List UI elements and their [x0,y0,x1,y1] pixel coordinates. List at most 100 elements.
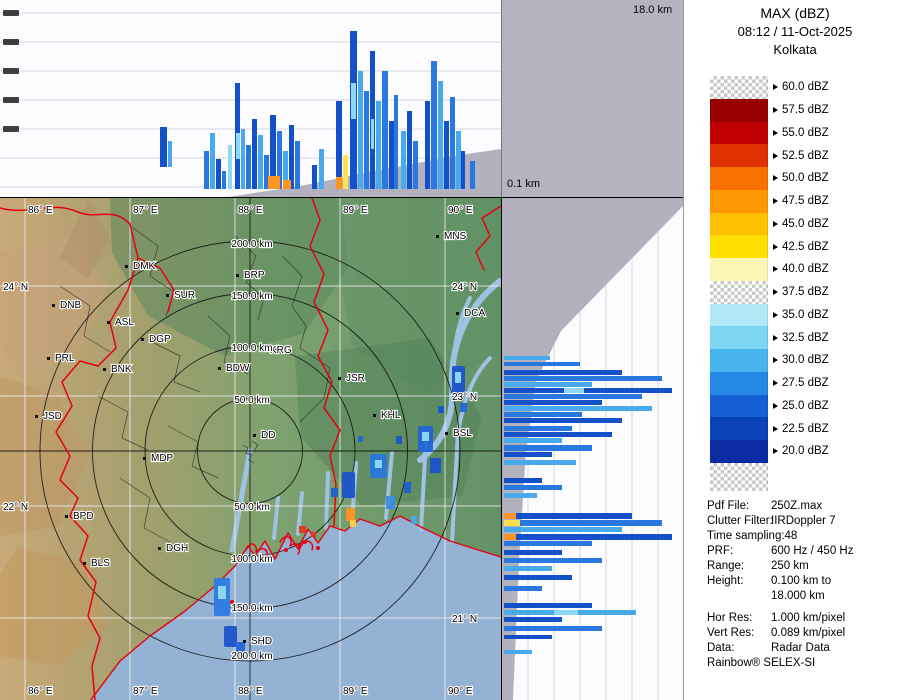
radar-map: MNS DMK BRP SUR DNB ASL DGP DCA PRL BNK KRG BDW JSR J… [0,197,501,700]
min-height-label: 0.1 km [507,178,541,190]
station-marker [125,265,128,268]
scale-tick-icon [773,152,778,159]
station-marker [103,368,106,371]
echo-row [504,362,580,366]
meta-row: Range: 250 km [707,560,905,575]
station-label: BRP [244,270,265,281]
station-label: BDW [226,363,250,374]
scale-row: 60.0 dBZ [710,76,886,99]
range-ring [197,398,303,504]
station-label: JSD [43,411,62,422]
legend-panel: MAX (dBZ) 08:12 / 11-Oct-2025 Kolkata 60… [683,0,906,700]
meta-label: Vert Res: [707,627,755,639]
scale-row: 45.0 dBZ [710,212,886,236]
echo-column [222,171,226,189]
echo-row [504,370,622,375]
station-marker [158,547,161,550]
echo-row [504,513,632,519]
station-marker [107,321,110,324]
station-label: DMK [133,261,156,272]
scale-row: 30.0 dBZ [710,349,886,372]
scale-swatch [710,371,768,395]
echo-row [504,493,537,498]
latitude-label: 21° N [452,614,477,625]
scale-tick-icon [773,334,778,341]
echo-row [504,400,602,405]
scale-row: 20.0 dBZ [710,440,886,463]
scale-swatch [710,144,768,167]
echo-row [554,610,578,615]
echo-row [504,534,672,540]
station-label: MNS [444,231,467,242]
longitude-label: 86° E [28,686,53,697]
scale-label-text: 37.5 dBZ [782,286,829,299]
meta-label: Range: [707,560,745,572]
scale-row: 35.0 dBZ [710,303,886,327]
scale-label: 22.5 dBZ [773,423,829,435]
echo-column [456,131,461,189]
echo-column [358,71,363,189]
echo-column [450,97,455,189]
station-label: BSL [453,428,472,439]
scale-tick-icon [773,402,778,409]
scale-label: 52.5 dBZ [773,150,829,162]
scale-swatch [710,98,768,122]
echo-column [425,101,430,189]
echo-column [168,141,172,167]
scale-row: 50.0 dBZ [710,167,886,190]
scale-swatch [710,76,768,99]
meta-label: Pdf File: [707,500,750,512]
meta-value: 0.100 km to [771,575,832,587]
scale-label: 25.0 dBZ [773,400,829,412]
echo-column [216,159,221,189]
reflectivity-columns [504,356,672,654]
coverage-wedge [502,198,683,700]
scale-label: 42.5 dBZ [773,241,829,253]
vertical-profile-top [0,0,501,197]
scale-label-text: 55.0 dBZ [782,126,829,139]
range-ring-label: 200.0 km [231,651,272,662]
meta-value: 18.000 km [771,590,825,602]
scale-row: 27.5 dBZ [710,371,886,395]
range-ring-label: 100.0 km [231,554,272,565]
scale-swatch [710,280,768,304]
echo-column [236,133,240,159]
echo-row [504,520,520,526]
longitude-label: 87° E [133,686,158,697]
echo-column [268,176,280,189]
scale-tick-icon [773,289,778,296]
station-label: KRG [270,345,292,356]
meta-row: Data: Radar Data [707,642,905,657]
reflectivity-columns [160,31,475,189]
scale-label-text: 30.0 dBZ [782,354,829,367]
echo-row [504,452,552,457]
echo-column [241,129,245,189]
station-marker [143,457,146,460]
station-marker [243,640,246,643]
echo-column [264,155,269,189]
product-datetime: 08:12 / 11-Oct-2025 [737,24,853,39]
station-label: DNB [60,300,81,311]
scale-label-text: 35.0 dBZ [782,308,829,321]
station-marker [436,235,439,238]
echo-column [246,145,251,189]
meta-value: 250 km [771,560,809,572]
scale-swatch [710,462,768,491]
range-ring-label: 150.0 km [231,291,272,302]
scale-label: 32.5 dBZ [773,332,829,344]
longitude-label: 88° E [238,686,263,697]
scale-label-text: 45.0 dBZ [782,217,829,230]
echo-row [504,626,602,631]
station-label: BLS [91,558,110,569]
latitude-label: 24° N [452,282,477,293]
echo-column [470,161,475,189]
legend-meta-secondary: Hor Res: 1.000 km/pixel Vert Res: 0.089 km/… [707,612,905,657]
station-label: DCA [464,308,485,319]
political-boundaries [0,198,501,700]
meta-row: Height: 0.100 km to [707,575,905,590]
echo-column [204,151,209,189]
scale-tick-icon [773,425,778,432]
echo-column [394,95,398,189]
meta-label: Clutter Filter: [707,515,773,527]
map-echoes [214,366,475,653]
